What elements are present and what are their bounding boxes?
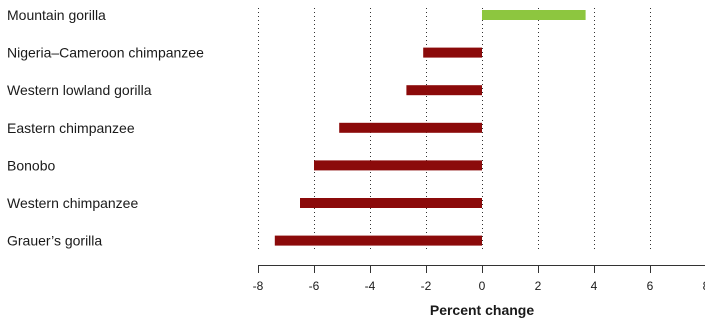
category-label: Mountain gorilla [7,7,106,23]
bars [274,10,586,246]
bar [314,160,482,171]
bar [339,122,482,133]
category-label: Bonobo [7,157,55,173]
x-axis-ticks: -8 -6 -4 -2 0 2 4 6 8 [253,265,705,293]
category-labels: Mountain gorilla Nigeria–Cameroon chimpan… [7,7,204,249]
x-tick-label: -6 [309,279,320,293]
bar [300,198,482,208]
x-tick-label: 0 [479,279,486,293]
x-tick-label: 2 [535,279,542,293]
x-tick-label: -4 [365,279,376,293]
x-tick-label: -8 [253,279,264,293]
bar [482,10,586,20]
x-axis-title: Percent change [430,302,534,318]
category-label: Nigeria–Cameroon chimpanzee [7,45,204,61]
x-tick-label: 6 [647,279,654,293]
category-label: Western lowland gorilla [7,82,152,98]
x-tick-label: 8 [703,279,705,293]
x-tick-label: -2 [421,279,432,293]
bar [406,85,482,96]
category-label: Western chimpanzee [7,195,138,211]
category-label: Grauer’s gorilla [7,233,102,249]
category-label: Eastern chimpanzee [7,120,135,136]
x-tick-label: 4 [591,279,598,293]
bar [423,47,482,58]
bar [274,235,482,246]
